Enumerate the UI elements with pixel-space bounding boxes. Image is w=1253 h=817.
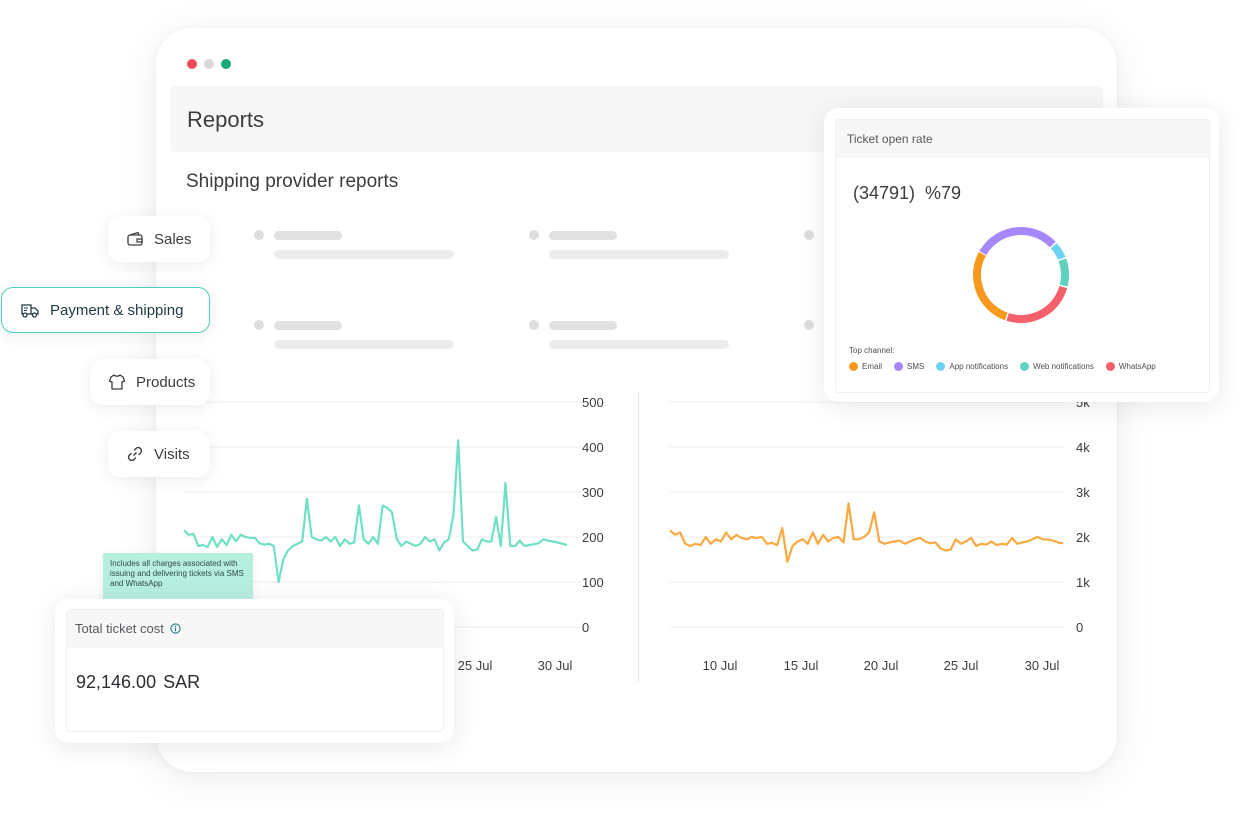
x-tick-label: 20 Jul bbox=[864, 658, 899, 673]
y-tick-label: 0 bbox=[1076, 620, 1083, 635]
x-tick-label: 25 Jul bbox=[458, 658, 493, 673]
donut-slice bbox=[973, 227, 1069, 323]
chart-divider bbox=[638, 392, 639, 682]
card-header: Ticket open rate bbox=[836, 120, 1209, 158]
x-tick-label: 25 Jul bbox=[944, 658, 979, 673]
y-tick-label: 300 bbox=[582, 485, 604, 500]
legend-label: SMS bbox=[907, 362, 925, 371]
x-tick-label: 10 Jul bbox=[703, 658, 738, 673]
total-ticket-cost-value: 92,146.00 bbox=[76, 672, 157, 692]
x-tick-label: 15 Jul bbox=[784, 658, 819, 673]
nav-item-label: Sales bbox=[154, 230, 192, 248]
y-tick-label: 3k bbox=[1076, 485, 1090, 500]
x-tick-label: 30 Jul bbox=[538, 658, 573, 673]
close-window-dot[interactable] bbox=[187, 59, 197, 69]
y-tick-label: 2k bbox=[1076, 530, 1090, 545]
total-ticket-cost-card: Total ticket cost 92,146.00 SAR bbox=[55, 599, 454, 743]
legend-item: Web notifications bbox=[1020, 362, 1094, 371]
nav-item-visits[interactable]: Visits bbox=[108, 431, 210, 477]
donut-legend: Email SMS App notifications Web notificatio… bbox=[849, 362, 1156, 371]
series-line bbox=[669, 502, 1064, 563]
legend-dot bbox=[1105, 362, 1115, 371]
legend-item: WhatsApp bbox=[1105, 362, 1156, 371]
y-tick-label: 0 bbox=[582, 620, 589, 635]
legend-label: Email bbox=[862, 362, 883, 371]
y-tick-label: 100 bbox=[582, 575, 604, 590]
nav-item-label: Products bbox=[136, 373, 196, 391]
section-title: Shipping provider reports bbox=[186, 171, 399, 192]
nav-item-products[interactable]: Products bbox=[90, 359, 210, 405]
nav-item-label: Visits bbox=[154, 445, 190, 463]
card-header: Total ticket cost bbox=[67, 610, 443, 648]
ticket-open-rate-value: (34791) %79 bbox=[853, 183, 962, 203]
x-tick-label: 30 Jul bbox=[1025, 658, 1060, 673]
legend-item: Email bbox=[849, 362, 882, 371]
link-icon bbox=[127, 446, 143, 462]
legend-label: WhatsApp bbox=[1118, 362, 1156, 371]
donut-slice bbox=[973, 227, 1069, 323]
nav-item-label: Payment & shipping bbox=[50, 301, 184, 319]
y-tick-label: 1k bbox=[1076, 575, 1090, 590]
y-tick-label: 4k bbox=[1076, 440, 1090, 455]
truck-icon bbox=[21, 304, 39, 318]
nav-item-sales[interactable]: Sales bbox=[108, 216, 210, 262]
wallet-icon bbox=[127, 231, 143, 246]
donut-slice bbox=[973, 227, 1069, 323]
donut-slice bbox=[973, 227, 1069, 323]
donut-chart bbox=[973, 227, 1069, 323]
page-title: Reports bbox=[187, 107, 265, 132]
info-icon[interactable] bbox=[170, 623, 181, 634]
ticket-open-rate-title: Ticket open rate bbox=[847, 132, 933, 146]
y-tick-label: 200 bbox=[582, 530, 604, 545]
legend-dot bbox=[1020, 362, 1030, 371]
series-line bbox=[183, 439, 568, 584]
legend-dot bbox=[936, 362, 946, 371]
legend-title: Top channel: bbox=[849, 346, 895, 355]
legend-item: App notifications bbox=[936, 362, 1008, 371]
minimize-window-dot[interactable] bbox=[204, 59, 214, 69]
legend-item: SMS bbox=[894, 362, 924, 371]
ticket-open-rate-card: Ticket open rate (34791) %79 Top channel… bbox=[824, 108, 1219, 402]
ticket-open-rate-panel: Ticket open rate (34791) %79 Top channel… bbox=[835, 119, 1210, 393]
legend-label: App notifications bbox=[949, 362, 1009, 371]
legend-dot bbox=[849, 362, 858, 371]
total-ticket-cost-panel: Total ticket cost 92,146.00 SAR bbox=[66, 609, 444, 732]
legend-dot bbox=[894, 362, 904, 371]
ticket-cost-tooltip: Includes all charges associated with iss… bbox=[103, 553, 253, 603]
donut-slice bbox=[973, 227, 1069, 323]
maximize-window-dot[interactable] bbox=[221, 59, 231, 69]
window-controls bbox=[187, 59, 231, 69]
total-ticket-cost-title: Total ticket cost bbox=[75, 621, 164, 636]
y-tick-label: 400 bbox=[582, 440, 604, 455]
legend-label: Web notifications bbox=[1033, 362, 1094, 371]
y-tick-label: 500 bbox=[582, 395, 604, 410]
nav-item-payment-shipping[interactable]: Payment & shipping bbox=[1, 287, 210, 333]
currency-label: SAR bbox=[163, 672, 201, 692]
shirt-icon bbox=[108, 374, 126, 390]
